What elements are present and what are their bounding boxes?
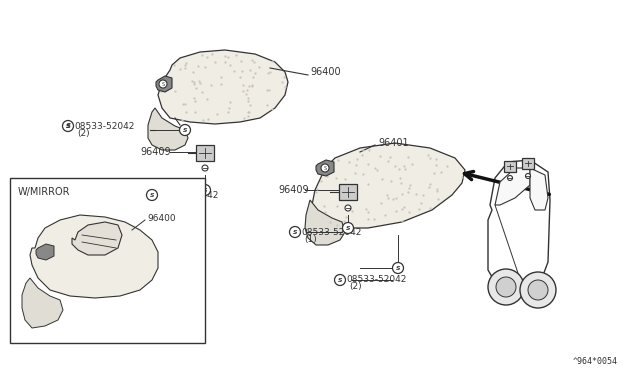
Polygon shape [316,160,334,176]
Circle shape [159,80,167,88]
Text: (1): (1) [304,234,317,244]
Text: 96400: 96400 [310,67,340,77]
Text: 08533-52042: 08533-52042 [74,122,134,131]
FancyBboxPatch shape [522,157,534,169]
Circle shape [392,263,403,273]
Polygon shape [312,143,465,228]
Polygon shape [305,200,345,245]
Circle shape [496,277,516,297]
Circle shape [345,205,351,211]
Text: W/MIRROR: W/MIRROR [18,187,70,197]
Text: S: S [66,124,70,129]
Text: S: S [338,278,342,283]
Polygon shape [36,244,54,260]
Circle shape [528,280,548,300]
Text: 08533-52042: 08533-52042 [158,190,218,199]
Text: S: S [183,128,188,133]
Text: S: S [323,166,326,171]
Text: S: S [65,123,70,129]
Text: 96409: 96409 [278,185,308,195]
Text: S: S [203,188,207,193]
Polygon shape [156,76,172,92]
Circle shape [520,272,556,308]
Polygon shape [148,108,188,150]
Circle shape [508,176,513,180]
Circle shape [321,164,329,172]
Text: 08533-52042: 08533-52042 [301,228,362,237]
Circle shape [525,173,531,179]
Polygon shape [158,50,288,124]
Polygon shape [495,168,530,205]
Circle shape [335,275,346,285]
Polygon shape [30,215,158,298]
Text: S: S [292,230,297,235]
Polygon shape [488,160,550,288]
Text: ^964*0054: ^964*0054 [573,357,618,366]
Text: (1): (1) [161,198,173,206]
Polygon shape [72,222,122,255]
FancyBboxPatch shape [196,145,214,161]
Text: S: S [346,226,350,231]
Polygon shape [22,278,63,328]
Circle shape [289,227,301,237]
Text: 96409: 96409 [140,147,171,157]
Text: S: S [150,193,154,198]
Circle shape [63,121,74,131]
Text: S: S [161,82,164,87]
Circle shape [342,222,353,234]
Text: S: S [396,266,400,271]
Circle shape [488,269,524,305]
Text: (2): (2) [349,282,362,292]
Polygon shape [530,168,548,210]
FancyBboxPatch shape [339,184,357,200]
FancyBboxPatch shape [504,160,516,171]
Circle shape [200,185,211,196]
Text: 96400: 96400 [147,214,175,222]
Text: 08533-52042: 08533-52042 [346,276,406,285]
Circle shape [202,165,208,171]
Text: 96401: 96401 [378,138,408,148]
FancyBboxPatch shape [10,178,205,343]
Circle shape [147,189,157,201]
Text: (2): (2) [77,128,90,138]
Circle shape [179,125,191,135]
